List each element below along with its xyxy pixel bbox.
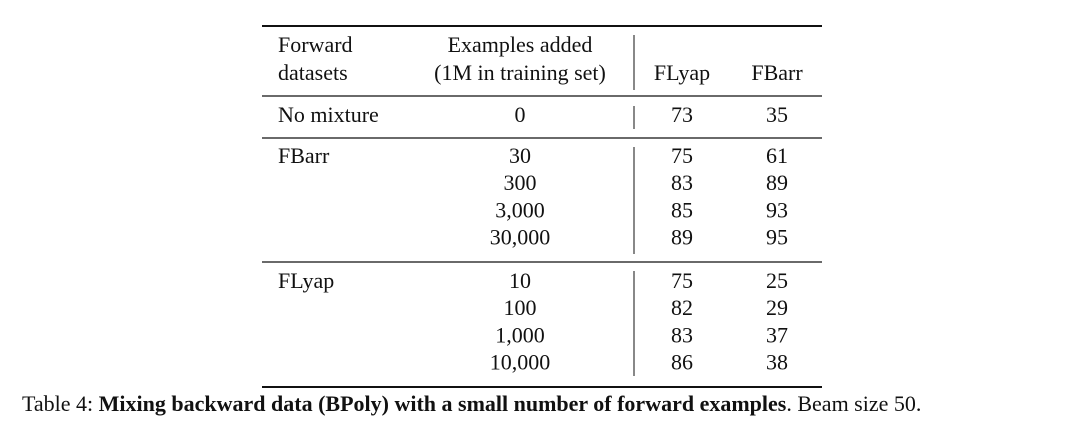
cell: 38 (766, 350, 788, 375)
cell: 10,000 (490, 350, 551, 375)
cell: 95 (766, 225, 788, 250)
cell: 1,000 (495, 322, 545, 347)
cell: 86 (671, 350, 693, 375)
cell: 37 (766, 322, 788, 347)
cell: 30,000 (490, 225, 551, 250)
caption-label: Table 4: (22, 391, 93, 416)
cell: 73 (671, 102, 693, 127)
cell: 300 (504, 170, 537, 195)
cell: 0 (515, 102, 526, 127)
cell: 89 (671, 225, 693, 250)
column-header: FBarr (751, 60, 803, 85)
caption: Table 4: Mixing backward data (BPoly) wi… (22, 391, 921, 416)
caption-title: Mixing backward data (BPoly) with a smal… (99, 391, 787, 416)
cell: 10 (509, 268, 531, 293)
column-header: datasets (278, 60, 348, 85)
cell: 75 (671, 143, 693, 168)
cell: 83 (671, 170, 693, 195)
column-header: (1M in training set) (434, 60, 606, 85)
cell: 25 (766, 268, 788, 293)
cell: 35 (766, 102, 788, 127)
column-header: Examples added (448, 32, 593, 57)
column-header: FLyap (654, 60, 710, 85)
dataset-label: FLyap (278, 268, 334, 293)
cell: 61 (766, 143, 788, 168)
caption-text: . Beam size 50. (786, 391, 921, 416)
cell: 3,000 (495, 197, 545, 222)
dataset-label: No mixture (278, 102, 379, 127)
cell: 83 (671, 322, 693, 347)
cell: 100 (504, 295, 537, 320)
cell: 82 (671, 295, 693, 320)
dataset-label: FBarr (278, 143, 330, 168)
cell: 75 (671, 268, 693, 293)
cell: 85 (671, 197, 693, 222)
cell: 89 (766, 170, 788, 195)
cell: 93 (766, 197, 788, 222)
column-header: Forward (278, 32, 353, 57)
cell: 29 (766, 295, 788, 320)
cell: 30 (509, 143, 531, 168)
